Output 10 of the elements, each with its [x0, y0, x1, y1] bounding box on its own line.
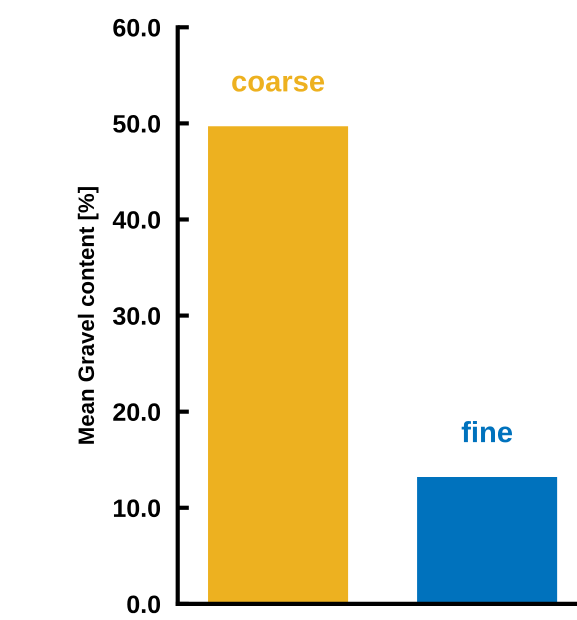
- y-tick-label: 10.0: [114, 499, 160, 518]
- y-tick-label: 20.0: [113, 403, 160, 421]
- y-tick-label: 40.0: [112, 211, 160, 229]
- y-tick-label: 0.0: [127, 595, 160, 614]
- x-tick-label: coarse: [232, 76, 324, 92]
- y-tick-label: 60.0: [113, 18, 160, 37]
- y-axis-title: Mean Gravel content [%]: [78, 187, 99, 444]
- y-tick-label: 30.0: [112, 307, 160, 325]
- y-tick-label: 50.0: [113, 114, 160, 133]
- x-tick-label: fine: [462, 421, 512, 442]
